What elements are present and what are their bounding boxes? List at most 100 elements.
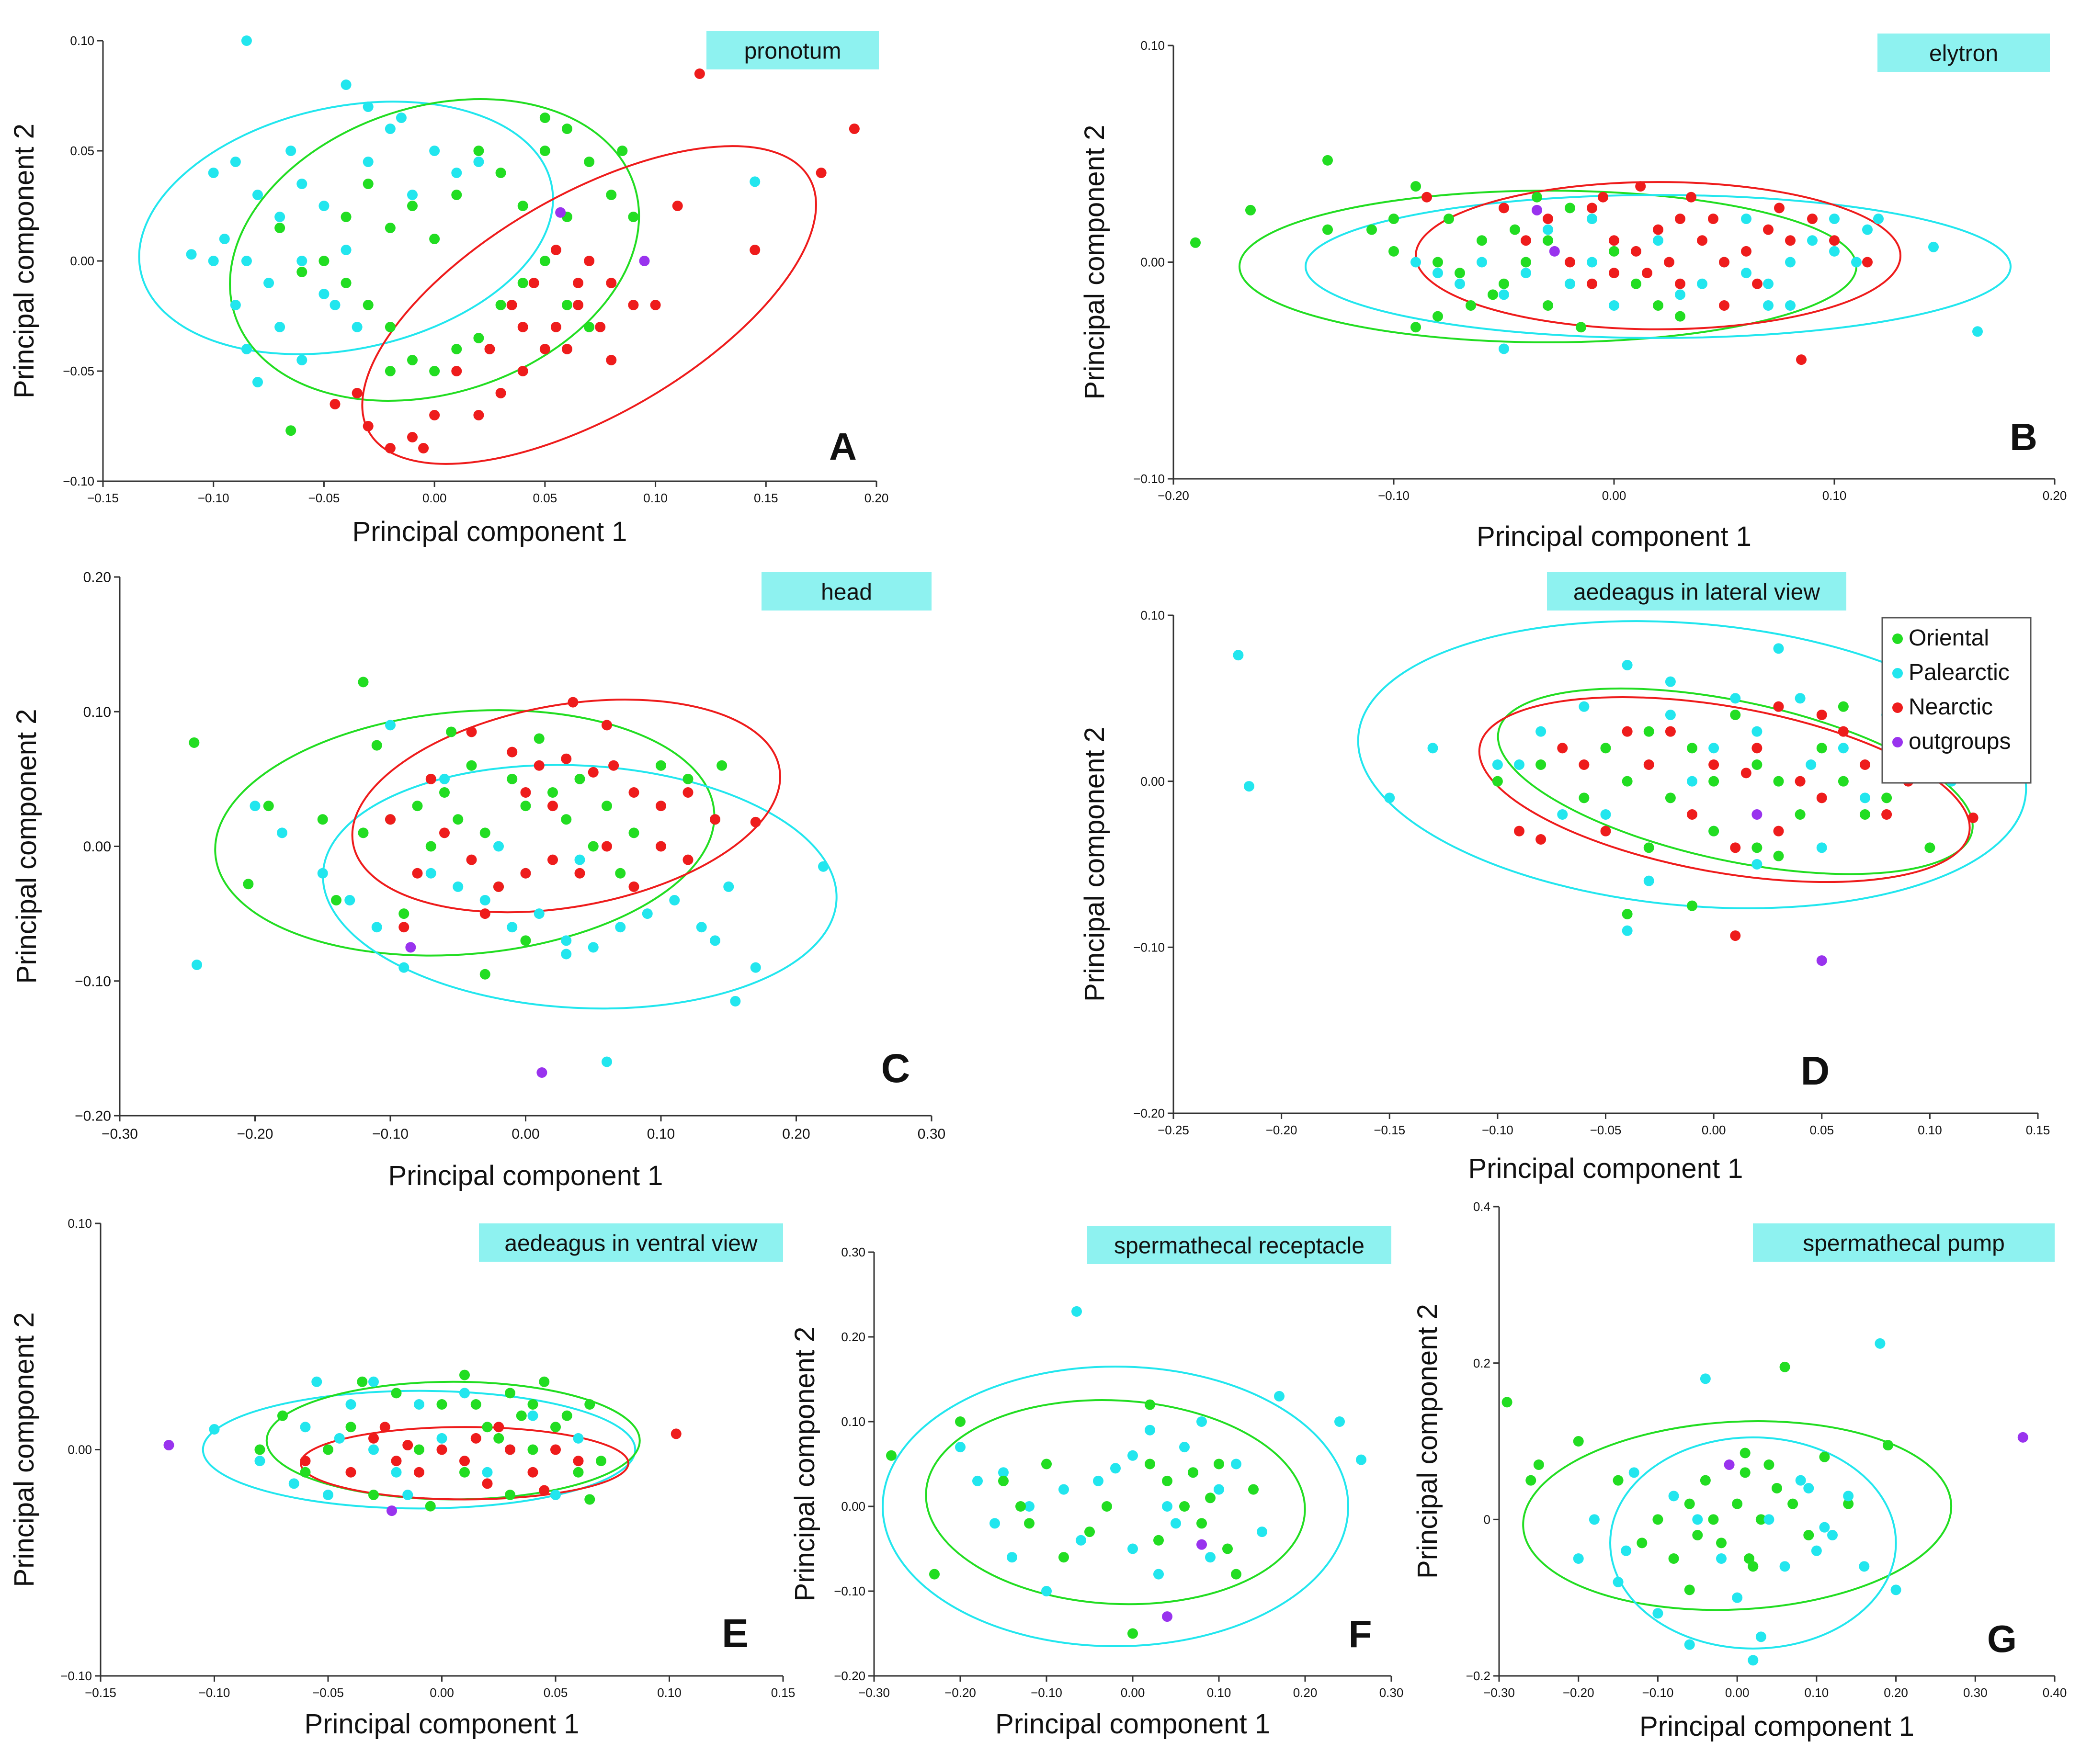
data-point-nearctic xyxy=(517,366,528,376)
data-point-palearctic xyxy=(330,300,341,310)
data-point-palearctic xyxy=(493,841,504,852)
data-point-palearctic xyxy=(615,922,626,933)
data-point-palearctic xyxy=(1652,1608,1663,1619)
data-point-palearctic xyxy=(669,895,680,905)
chart-panel-f: −0.30 −0.20 −0.10 0.00 0.10 0.20 0.30 −0.20 −0.1… xyxy=(789,1226,1403,1740)
x-tick-label: 0.15 xyxy=(771,1685,796,1700)
data-point-oriental xyxy=(1248,1484,1259,1495)
data-point-oriental xyxy=(331,895,341,905)
x-tick-label: −0.10 xyxy=(198,491,229,505)
data-point-palearctic xyxy=(296,355,307,365)
data-point-oriental xyxy=(574,773,585,784)
data-point-nearctic xyxy=(550,245,561,255)
data-point-nearctic xyxy=(1665,726,1676,737)
x-tick-label: 0.05 xyxy=(544,1685,568,1700)
x-tick-label: −0.15 xyxy=(1374,1123,1405,1137)
data-point-palearctic xyxy=(602,1056,612,1067)
data-point-oriental xyxy=(1543,235,1553,246)
series-nearctic xyxy=(330,68,860,453)
series-palearctic xyxy=(955,1306,1366,1596)
data-point-nearctic xyxy=(1600,825,1611,837)
data-point-oriental xyxy=(495,168,506,178)
data-point-palearctic xyxy=(318,201,330,211)
data-point-palearctic xyxy=(371,922,382,933)
data-point-palearctic xyxy=(534,908,545,919)
data-point-palearctic xyxy=(573,1433,584,1444)
data-point-palearctic xyxy=(230,157,241,167)
data-point-palearctic xyxy=(385,124,396,134)
data-point-oriental xyxy=(534,733,545,744)
data-point-oriental xyxy=(1652,1514,1663,1525)
data-point-palearctic xyxy=(989,1518,1000,1529)
x-tick-label: 0.00 xyxy=(1702,1123,1726,1137)
data-point-outgroups xyxy=(387,1505,397,1516)
data-point-nearctic xyxy=(1730,930,1741,941)
data-point-palearctic xyxy=(1687,776,1697,787)
data-point-oriental xyxy=(1543,300,1553,311)
data-point-oriental xyxy=(1565,203,1575,214)
y-tick-label: 0.00 xyxy=(68,1443,92,1457)
data-point-palearctic xyxy=(1748,1655,1759,1666)
data-point-oriental xyxy=(539,146,550,156)
y-tick-label: 0.10 xyxy=(68,1216,92,1231)
data-point-palearctic xyxy=(1233,650,1244,661)
data-point-palearctic xyxy=(296,179,307,189)
data-point-oriental xyxy=(1795,809,1806,820)
data-point-palearctic xyxy=(1751,726,1763,737)
data-point-oriental xyxy=(1684,1498,1695,1509)
series-outgroups xyxy=(163,1440,397,1516)
data-point-oriental xyxy=(561,1410,572,1421)
data-point-oriental xyxy=(1692,1530,1703,1540)
data-point-oriental xyxy=(274,223,285,233)
data-point-oriental xyxy=(1222,1543,1233,1554)
data-point-oriental xyxy=(1687,743,1697,754)
x-tick-label: 0.20 xyxy=(864,491,889,505)
data-point-nearctic xyxy=(1807,214,1818,224)
data-point-palearctic xyxy=(1196,1416,1207,1427)
data-point-oriental xyxy=(1860,809,1870,820)
data-point-oriental xyxy=(1631,278,1641,289)
data-point-oriental xyxy=(1205,1493,1216,1504)
x-tick-label: 0.30 xyxy=(918,1126,945,1142)
data-point-nearctic xyxy=(436,1444,447,1455)
x-tick-label: −0.30 xyxy=(858,1685,890,1700)
data-point-nearctic xyxy=(547,801,558,812)
x-tick-label: −0.10 xyxy=(1378,488,1410,503)
data-point-oriental xyxy=(429,234,440,244)
x-tick-label: −0.20 xyxy=(944,1685,976,1700)
data-point-nearctic xyxy=(574,868,585,879)
data-point-nearctic xyxy=(1687,809,1697,820)
data-point-nearctic xyxy=(550,1444,561,1455)
data-point-palearctic xyxy=(1535,726,1547,737)
y-tick-label: −0.10 xyxy=(75,973,111,989)
y-tick-label: −0.2 xyxy=(1466,1669,1490,1683)
data-point-palearctic xyxy=(459,1388,470,1399)
data-point-palearctic xyxy=(1697,278,1707,289)
data-point-nearctic xyxy=(1622,726,1633,737)
data-point-nearctic xyxy=(439,827,450,838)
data-point-nearctic xyxy=(573,1456,584,1467)
data-point-oriental xyxy=(412,801,423,812)
data-point-oriental xyxy=(358,827,369,838)
data-point-oriental xyxy=(385,322,396,332)
data-point-nearctic xyxy=(1664,257,1674,268)
data-point-oriental xyxy=(1145,1399,1155,1410)
data-point-palearctic xyxy=(1785,300,1796,311)
data-point-oriental xyxy=(998,1475,1009,1486)
data-point-palearctic xyxy=(479,895,490,905)
data-point-nearctic xyxy=(573,278,584,288)
data-point-oriental xyxy=(520,801,531,812)
data-point-oriental xyxy=(1041,1459,1052,1470)
data-point-oriental xyxy=(1716,1538,1727,1549)
data-point-oriental xyxy=(929,1569,940,1580)
data-point-oriental xyxy=(520,935,531,946)
data-point-oriental xyxy=(1643,726,1654,737)
data-point-oriental xyxy=(1499,278,1509,289)
panel-title-box xyxy=(1877,34,2050,72)
data-point-palearctic xyxy=(311,1376,322,1387)
data-point-palearctic xyxy=(1819,1522,1830,1533)
data-point-nearctic xyxy=(1675,278,1685,289)
data-point-oriental xyxy=(1665,792,1676,803)
y-tick-label: −0.05 xyxy=(63,364,94,378)
series-outgroups xyxy=(555,207,650,266)
